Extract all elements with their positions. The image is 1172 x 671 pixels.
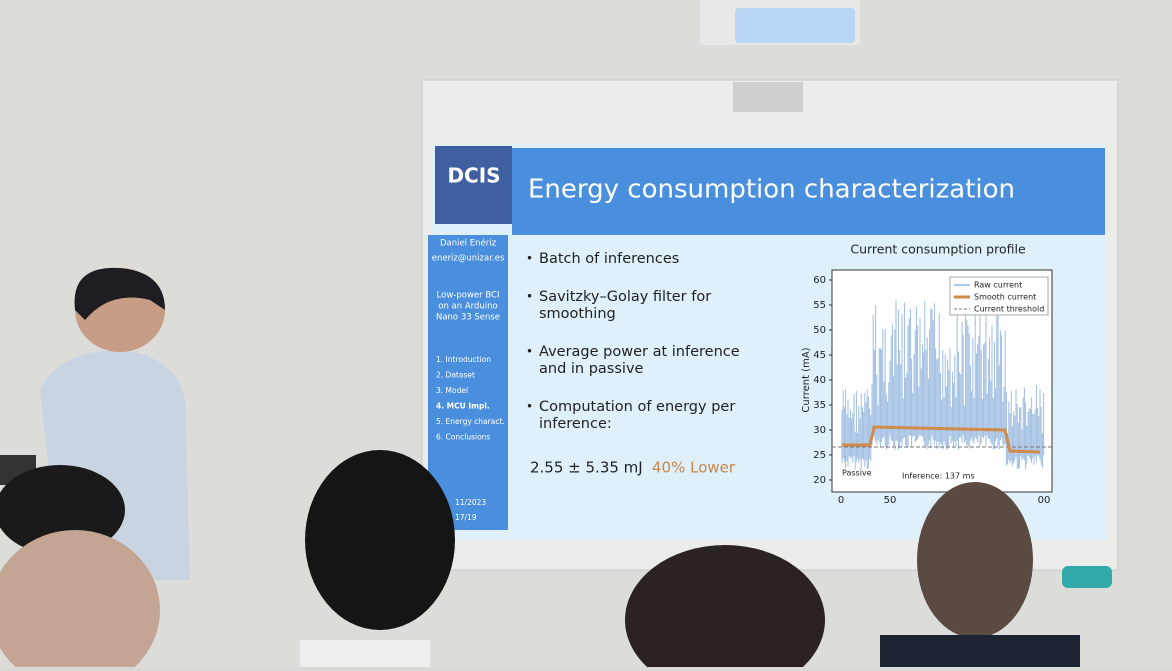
y-tick-label: 45: [813, 350, 826, 361]
bullet-text: Computation of energy per: [539, 399, 735, 415]
raw-waveform: [841, 300, 1045, 470]
bullet-text: Savitzky–Golay filter for: [539, 289, 711, 305]
bullet-dot: •: [526, 400, 533, 414]
sidebar: [428, 235, 508, 530]
outline-item: 6. Conclusions: [436, 433, 490, 442]
y-tick-label: 20: [813, 475, 826, 486]
y-tick-label: 35: [813, 400, 826, 411]
audience-shirt: [300, 640, 430, 667]
y-tick-label: 60: [813, 275, 826, 286]
outline-item: 4. MCU Impl.: [436, 402, 490, 411]
result: 2.55 ± 5.35 mJ: [530, 459, 643, 477]
legend-label: Smooth current: [974, 293, 1036, 302]
x-tick-label: 50: [884, 495, 897, 506]
y-tick-label: 25: [813, 450, 826, 461]
talk-title: on an Arduino: [438, 302, 497, 312]
logo-box: [435, 146, 512, 224]
talk-title: Low-power BCI: [437, 291, 500, 301]
y-tick-label: 40: [813, 375, 826, 386]
bullet-text: smoothing: [539, 306, 616, 322]
highlight: 40% Lower: [652, 459, 736, 477]
bullet-text: Average power at inference: [539, 344, 740, 360]
audience-head: [305, 450, 455, 630]
outline-item: 2. Dataset: [436, 371, 475, 380]
projector-lens: [735, 8, 855, 43]
slide-header: [512, 148, 1105, 235]
talk-title: Nano 33 Sense: [436, 313, 500, 323]
outline-item: 3. Model: [436, 386, 468, 395]
bullet-text: inference:: [539, 416, 612, 432]
annotation: Inference: 137 ms: [902, 472, 975, 481]
audience-head: [0, 530, 160, 671]
logo: DCIS: [447, 164, 500, 188]
chart-title: Current consumption profile: [850, 242, 1026, 257]
bullet-dot: •: [526, 345, 533, 359]
smooth-line: [842, 425, 1041, 454]
x-tick-label: 0: [838, 495, 844, 506]
annotation: Passive: [842, 469, 872, 478]
bullet-text: and in passive: [539, 361, 644, 377]
legend-label: Current threshold: [974, 305, 1044, 314]
presenter-hair: [74, 267, 165, 320]
audience-head: [625, 545, 825, 671]
author: Daniel Enériz: [440, 238, 497, 249]
outline-item: 5. Energy charact.: [436, 417, 505, 426]
bullet-dot: •: [526, 290, 533, 304]
slide-title: Energy consumption characterization: [528, 175, 1015, 205]
x-tick-label: 00: [1038, 495, 1051, 506]
y-tick-label: 50: [813, 325, 826, 336]
page-number: 17/19: [455, 513, 477, 522]
y-tick-label: 55: [813, 300, 826, 311]
legend-label: Raw current: [974, 281, 1022, 290]
eraser: [1062, 566, 1112, 588]
date: 11/2023: [455, 498, 486, 507]
bullet-dot: •: [526, 252, 533, 266]
audience-shirt: [880, 635, 1080, 667]
outline-item: 1. Introduction: [436, 355, 491, 364]
bullet-text: Batch of inferences: [539, 251, 679, 267]
audience-head: [917, 482, 1033, 638]
y-tick-label: 30: [813, 425, 826, 436]
y-axis-label: Current (mA): [801, 347, 812, 412]
email: eneriz@unizar.es: [432, 254, 505, 264]
board-mount: [733, 82, 803, 112]
